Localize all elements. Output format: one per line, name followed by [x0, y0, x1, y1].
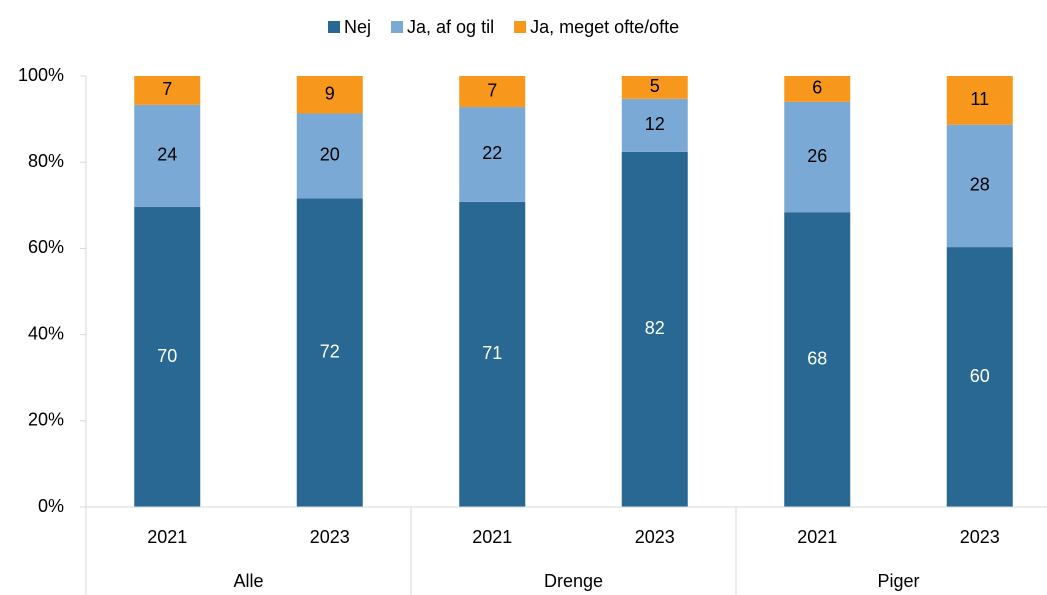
data-label: 60 [970, 366, 990, 386]
data-label: 22 [482, 143, 502, 163]
x-tick-label: 2021 [147, 527, 187, 547]
x-tick-label: 2023 [310, 527, 350, 547]
bar-segment [621, 76, 688, 99]
group-label: Drenge [544, 571, 603, 591]
data-label: 70 [157, 346, 177, 366]
bar-segment [134, 207, 201, 508]
data-label: 6 [812, 78, 822, 98]
bar-segment [784, 76, 851, 102]
data-label: 11 [970, 89, 989, 109]
legend-swatch [328, 21, 340, 33]
bar-segment [134, 104, 201, 208]
x-tick-label: 2023 [635, 527, 675, 547]
data-label: 12 [645, 114, 665, 134]
data-label: 9 [325, 83, 335, 103]
bar-segment [296, 76, 363, 114]
legend-swatch [391, 21, 404, 33]
data-label: 26 [807, 146, 827, 166]
bar-segment [621, 98, 688, 152]
data-label: 5 [650, 76, 660, 96]
data-label: 20 [320, 145, 340, 165]
x-tick-label: 2021 [797, 527, 837, 547]
legend-label: Nej [344, 17, 371, 37]
legend-swatch [514, 21, 527, 33]
data-label: 7 [162, 79, 172, 99]
y-tick-label: 0% [38, 496, 64, 516]
bar-segment [296, 198, 363, 508]
data-label: 68 [807, 348, 827, 368]
bar-segment [784, 101, 851, 213]
bar-segment [134, 76, 201, 105]
bar-segment [459, 107, 526, 202]
data-label: 82 [645, 318, 665, 338]
x-tick-label: 2023 [960, 527, 1000, 547]
bar-segment [784, 212, 851, 508]
data-label: 24 [157, 145, 177, 165]
bar-segment [459, 201, 526, 508]
bar-segment [946, 124, 1013, 248]
x-tick-label: 2021 [472, 527, 512, 547]
bar-segment [946, 247, 1013, 507]
y-tick-label: 100% [18, 65, 64, 85]
bar-segment [946, 76, 1013, 125]
bar-segment [459, 76, 526, 108]
data-label: 72 [320, 341, 340, 361]
group-label: Alle [233, 571, 263, 591]
bar-segment [621, 151, 688, 507]
data-label: 71 [482, 343, 502, 363]
bar-segment [296, 113, 363, 199]
y-tick-label: 60% [28, 237, 64, 257]
group-label: Piger [877, 571, 919, 591]
legend-label: Ja, af og til [407, 17, 494, 37]
y-tick-label: 80% [28, 151, 64, 171]
y-tick-label: 20% [28, 410, 64, 430]
legend-label: Ja, meget ofte/ofte [530, 17, 679, 37]
data-label: 28 [970, 175, 990, 195]
data-label: 7 [487, 80, 497, 100]
y-tick-label: 40% [28, 323, 64, 343]
